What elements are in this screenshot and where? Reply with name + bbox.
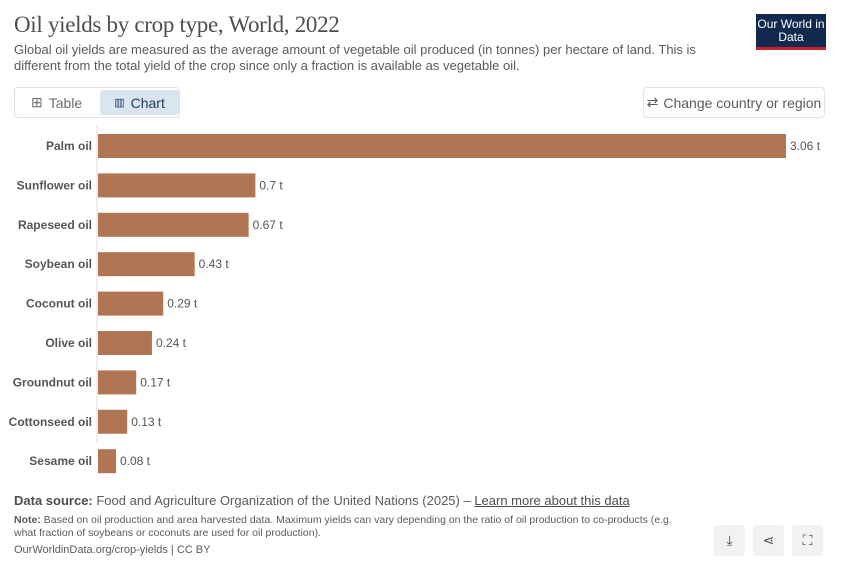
- view-tabs: ⊞ Table ▥ Chart: [14, 87, 180, 118]
- category-label: Palm oil: [46, 139, 92, 153]
- bar[interactable]: [98, 409, 128, 434]
- value-label: 0.08 t: [120, 454, 151, 468]
- owid-logo[interactable]: Our World in Data: [756, 14, 826, 50]
- share-icon: ⋖: [762, 532, 775, 548]
- note-label: Note:: [14, 514, 41, 526]
- bar[interactable]: [98, 449, 116, 474]
- data-source: Data source: Food and Agriculture Organi…: [14, 493, 630, 508]
- source-text: Food and Agriculture Organization of the…: [92, 493, 475, 508]
- source-label: Data source:: [14, 493, 93, 508]
- share-button[interactable]: ⋖: [753, 525, 784, 556]
- category-label: Sesame oil: [29, 454, 92, 468]
- category-label: Rapeseed oil: [18, 218, 92, 232]
- tab-chart[interactable]: ▥ Chart: [100, 90, 179, 115]
- category-label: Groundnut oil: [13, 375, 92, 389]
- tab-label: Chart: [130, 94, 165, 111]
- button-label: Change country or region: [663, 94, 822, 111]
- chart-subtitle: Global oil yields are measured as the av…: [14, 42, 696, 73]
- category-label: Soybean oil: [25, 257, 92, 271]
- bar[interactable]: [98, 291, 164, 316]
- change-region-button[interactable]: ⇄ Change country or region: [643, 87, 825, 118]
- value-label: 0.43 t: [199, 257, 230, 271]
- category-label: Cottonseed oil: [9, 415, 92, 429]
- bar[interactable]: [98, 173, 256, 198]
- bar-chart: Palm oil 3.06 t Sunflower oil 0.7 t Rapeseed…: [9, 126, 821, 474]
- bar[interactable]: [98, 331, 152, 355]
- value-label: 0.29 t: [167, 297, 198, 311]
- note-text: Based on oil production and area harvest…: [14, 514, 672, 539]
- source-url[interactable]: OurWorldinData.org/crop-yields | CC BY: [14, 544, 211, 556]
- value-label: 3.06 t: [790, 139, 821, 153]
- bar[interactable]: [98, 370, 137, 395]
- value-label: 0.17 t: [140, 375, 171, 389]
- swap-icon: ⇄: [646, 94, 659, 110]
- value-label: 0.67 t: [253, 218, 284, 232]
- fullscreen-icon: ⛶: [802, 532, 813, 548]
- fullscreen-button[interactable]: ⛶: [792, 525, 823, 556]
- bar[interactable]: [98, 212, 249, 237]
- bar[interactable]: [98, 134, 786, 158]
- download-button[interactable]: ⤓: [714, 525, 745, 556]
- note: Note: Based on oil production and area h…: [14, 514, 694, 539]
- value-label: 0.7 t: [259, 178, 283, 192]
- table-icon: ⊞: [31, 94, 43, 110]
- bar[interactable]: [98, 252, 195, 277]
- value-label: 0.13 t: [131, 415, 162, 429]
- category-label: Sunflower oil: [17, 178, 92, 192]
- bar-chart-icon: ▥: [114, 97, 125, 109]
- tab-label: Table: [48, 94, 83, 111]
- chart-title: Oil yields by crop type, World, 2022: [14, 12, 340, 37]
- learn-more-link[interactable]: Learn more about this data: [474, 493, 630, 508]
- category-label: Olive oil: [45, 336, 92, 350]
- value-label: 0.24 t: [156, 336, 187, 350]
- tab-table[interactable]: ⊞ Table: [15, 88, 98, 117]
- download-icon: ⤓: [726, 532, 733, 548]
- category-label: Coconut oil: [26, 297, 92, 311]
